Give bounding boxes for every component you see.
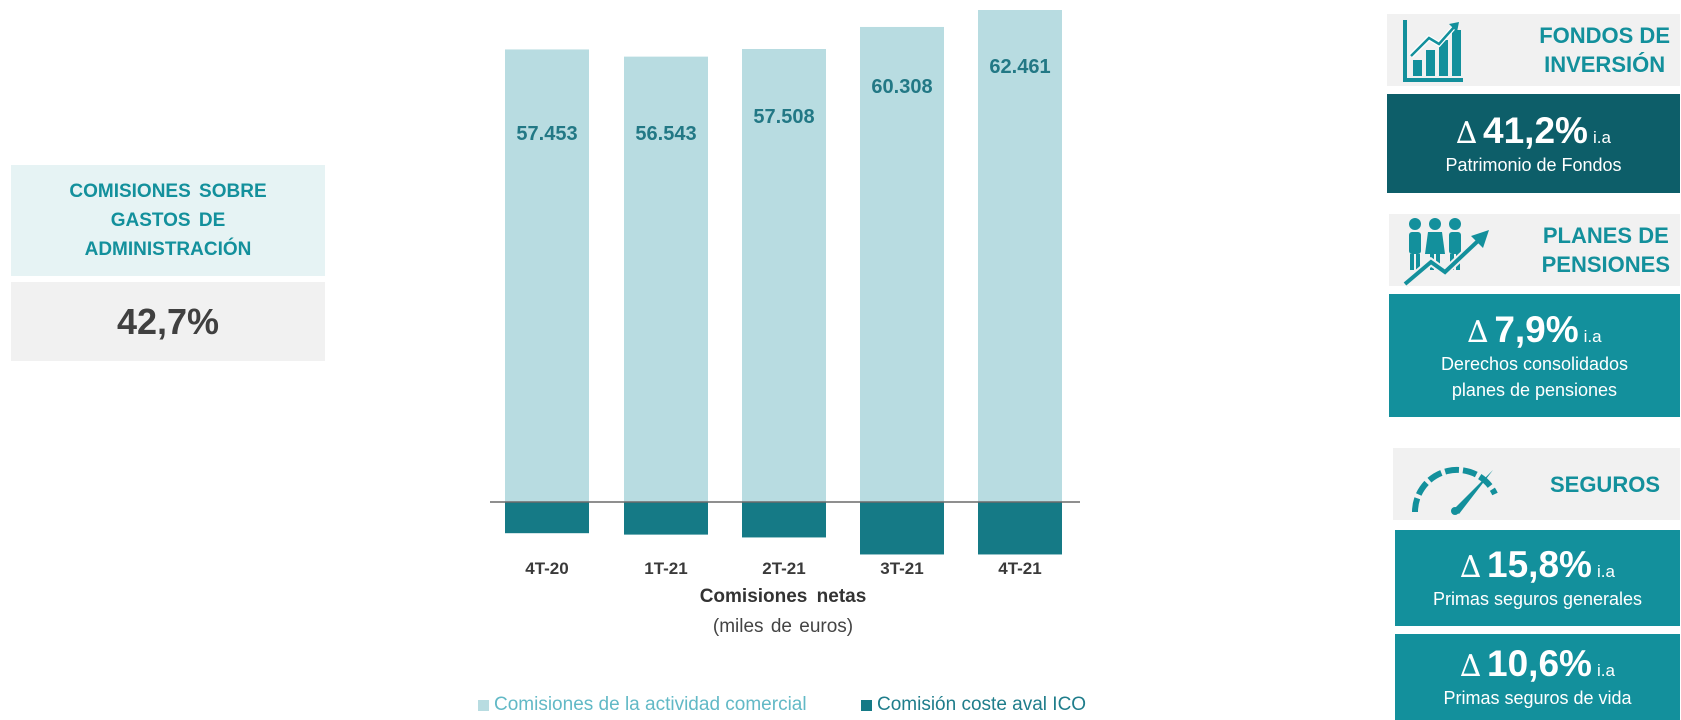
pensions-delta-suffix: i.a [1583,326,1602,346]
bar-ico-4T-21 [978,502,1062,555]
funds-title: FONDOS DE INVERSIÓN [1539,23,1670,77]
life-insurance-description: Primas seguros de vida [1443,688,1632,708]
life-insurance-delta-suffix: i.a [1596,661,1615,680]
life-insurance-delta-value: 10,6% [1487,643,1592,684]
general-insurance-delta-suffix: i.a [1596,562,1615,581]
x-tick-label: 4T-21 [998,559,1041,578]
admin-commission-value: 42,7% [11,282,325,361]
bar-ico-2T-21 [742,502,826,538]
x-tick-label: 1T-21 [644,559,687,578]
bar-commercial-1T-21 [624,56,708,502]
delta-icon: ∆ [1460,550,1482,585]
delta-icon: ∆ [1460,649,1482,684]
bar-ico-3T-21 [860,502,944,555]
bar-ico-1T-21 [624,502,708,535]
bar-ico-4T-20 [505,502,589,534]
funds-delta-line: ∆ 41,2% i.a [1456,110,1611,152]
gauge-icon [1411,466,1498,515]
delta-icon: ∆ [1467,314,1489,350]
general-insurance-card: ∆ 15,8% i.a Primas seguros generales [1395,530,1680,626]
pensions-delta-value: 7,9% [1494,308,1579,350]
pensions-header: PLANES DE PENSIONES [1389,214,1680,288]
bar-value-label: 56.543 [635,123,696,145]
insurance-header: SEGUROS [1393,448,1680,520]
funds-delta-suffix: i.a [1592,127,1611,147]
legend-commercial-activity: Comisiones de la actividad comercial [478,694,807,716]
x-tick-label: 2T-21 [762,559,805,578]
pensions-delta-line: ∆ 7,9% i.a [1467,309,1601,351]
funds-delta-value: 41,2% [1483,109,1588,151]
legend-label: Comisión coste aval ICO [877,694,1087,715]
life-insurance-card: ∆ 10,6% i.a Primas seguros de vida [1395,634,1680,720]
insurance-title: SEGUROS [1549,471,1660,497]
legend-ico-guarantee: Comisión coste aval ICO [861,694,1086,716]
people-growth-icon [1402,218,1489,288]
general-insurance-delta-value: 15,8% [1487,544,1592,585]
general-insurance-delta-line: ∆ 15,8% i.a [1460,544,1615,586]
x-tick-label: 3T-21 [880,559,923,578]
legend-swatch-dark [861,699,872,711]
funds-header: FONDOS DE INVERSIÓN [1387,14,1680,86]
x-tick-label: 4T-20 [525,559,568,578]
pensions-title: PLANES DE PENSIONES [1541,223,1670,277]
bar-commercial-2T-21 [742,49,826,502]
bar-value-label: 57.453 [516,123,577,145]
admin-commission-title: COMISIONES SOBRE GASTOS DE ADMINISTRACIÓ… [11,165,325,276]
funds-description: Patrimonio de Fondos [1445,154,1622,175]
bar-commercial-3T-21 [860,26,944,503]
bar-commercial-4T-20 [505,49,589,502]
chart-subtitle: (miles de euros) [712,616,854,637]
general-insurance-description: Primas seguros generales [1432,589,1643,609]
legend-swatch-light [478,699,489,711]
bar-value-label: 62.461 [989,56,1050,78]
pensions-card: ∆ 7,9% i.a Derechos consolidados planes … [1389,294,1680,417]
life-insurance-delta-line: ∆ 10,6% i.a [1460,643,1615,685]
funds-card: ∆ 41,2% i.a Patrimonio de Fondos [1387,94,1680,193]
bar-chart-growth-icon [1403,20,1463,82]
chart-title: Comisiones netas [699,586,867,607]
legend-label: Comisiones de la actividad comercial [494,694,807,715]
delta-icon: ∆ [1456,115,1478,151]
bar-value-label: 60.308 [871,76,932,98]
bar-value-label: 57.508 [753,106,814,128]
bar-commercial-4T-21 [978,10,1062,502]
pensions-description: Derechos consolidados planes de pensione… [1440,353,1629,400]
